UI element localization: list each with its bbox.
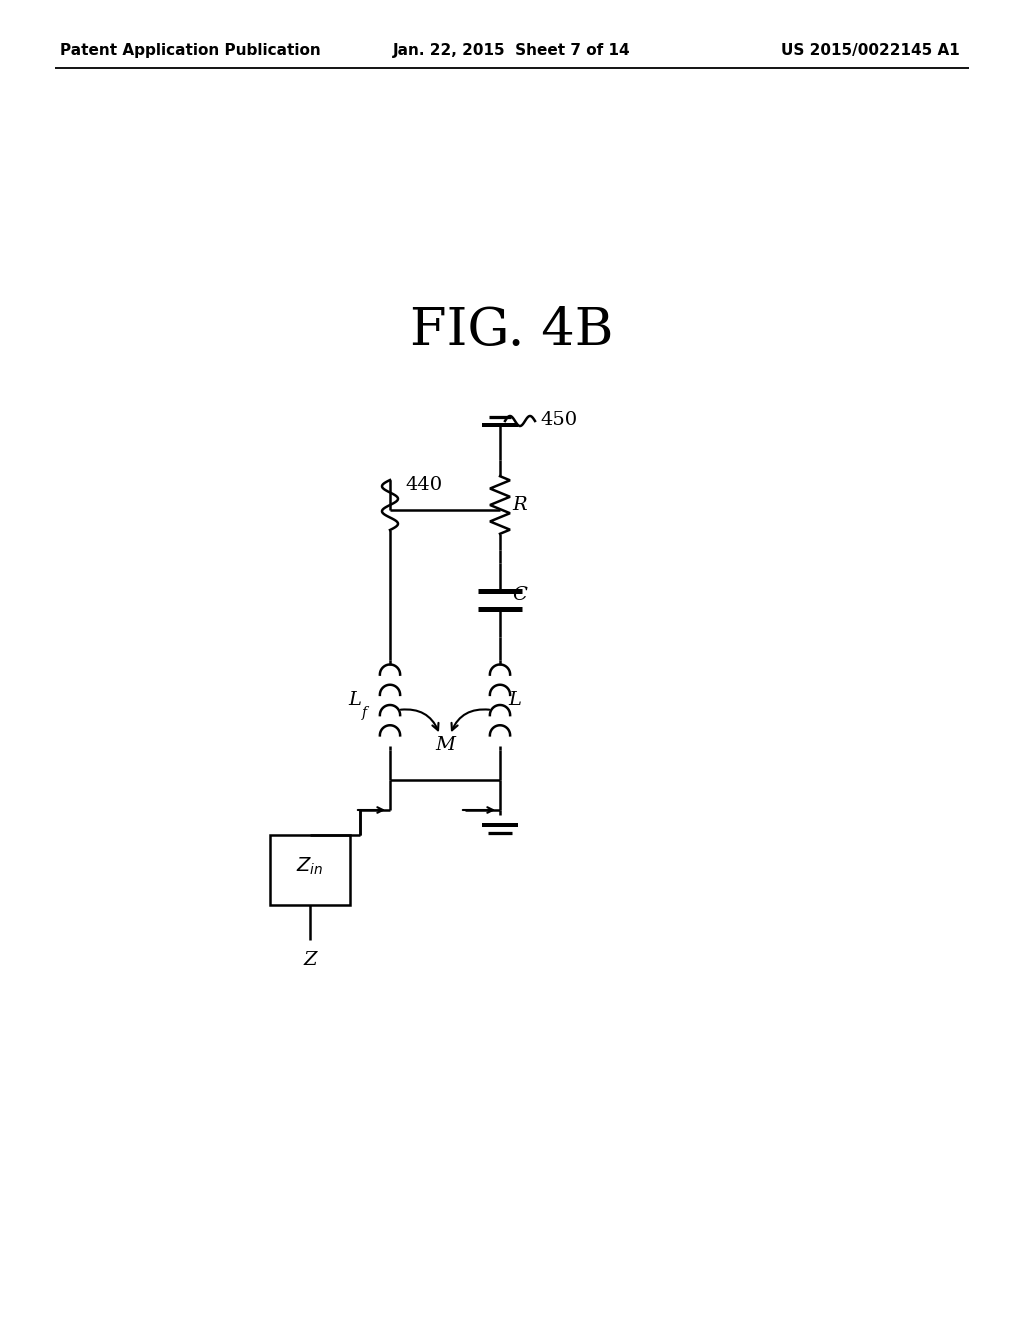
Text: Patent Application Publication: Patent Application Publication: [60, 42, 321, 58]
Text: C: C: [512, 586, 527, 605]
Text: L: L: [348, 690, 361, 709]
Text: M: M: [435, 737, 455, 754]
FancyBboxPatch shape: [270, 836, 350, 906]
Text: Z: Z: [303, 950, 316, 969]
Text: 450: 450: [540, 411, 578, 429]
Text: L: L: [508, 690, 521, 709]
Text: US 2015/0022145 A1: US 2015/0022145 A1: [781, 42, 961, 58]
Text: R: R: [512, 496, 526, 513]
Text: f: f: [362, 706, 368, 719]
Text: FIG. 4B: FIG. 4B: [411, 305, 613, 355]
Text: 440: 440: [406, 477, 442, 494]
Text: Jan. 22, 2015  Sheet 7 of 14: Jan. 22, 2015 Sheet 7 of 14: [393, 42, 631, 58]
Text: $Z_{in}$: $Z_{in}$: [296, 855, 324, 876]
